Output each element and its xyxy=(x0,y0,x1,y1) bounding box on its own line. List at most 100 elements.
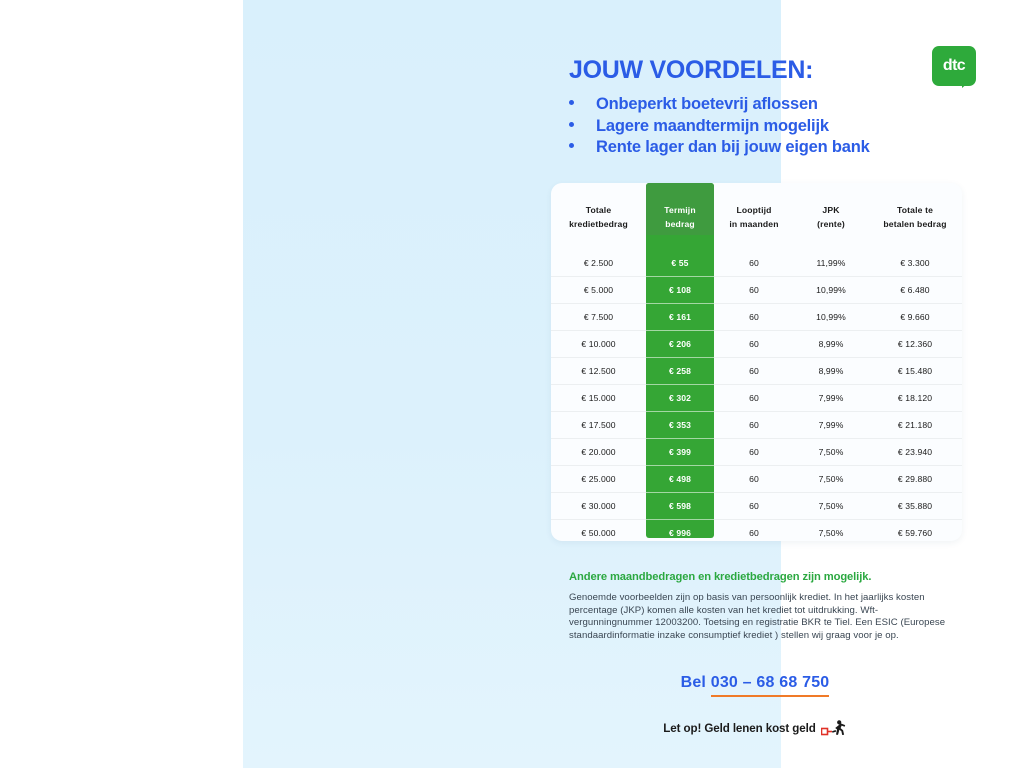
table-row: € 17.500 € 353 60 7,99% € 21.180 xyxy=(551,411,962,439)
credit-warning: Let op! Geld lenen kost geld xyxy=(243,720,1024,736)
table-cell: € 498 xyxy=(646,465,714,493)
table-cell: 7,50% xyxy=(794,492,868,520)
column-header-totale-kredietbedrag: Totale kredietbedrag xyxy=(551,183,646,250)
phone-number[interactable]: 030 – 68 68 750 xyxy=(710,674,830,697)
table-cell: 10,99% xyxy=(794,303,868,331)
list-item: Lagere maandtermijn mogelijk xyxy=(569,116,870,138)
logo-wordmark: dtc xyxy=(942,57,966,74)
bullet-icon xyxy=(569,100,574,105)
benefit-label: Rente lager dan bij jouw eigen bank xyxy=(596,138,870,156)
rates-table: Totale kredietbedrag Termijn bedrag Loop… xyxy=(551,183,962,546)
header-line: betalen bedrag xyxy=(883,218,947,229)
table-cell: € 108 xyxy=(646,276,714,304)
table-cell: € 12.360 xyxy=(868,330,962,358)
header-line: Totale te xyxy=(896,204,934,215)
table-cell: € 353 xyxy=(646,411,714,439)
header-line: bedrag xyxy=(665,218,695,229)
table-cell: € 598 xyxy=(646,492,714,520)
table-row: € 10.000 € 206 60 8,99% € 12.360 xyxy=(551,330,962,358)
header-line: JPK xyxy=(822,204,840,215)
table-cell: 7,50% xyxy=(794,438,868,466)
table-row: € 30.000 € 598 60 7,50% € 35.880 xyxy=(551,492,962,520)
bullet-icon xyxy=(569,121,574,127)
table-cell: € 29.880 xyxy=(868,465,962,493)
table-cell: 10,99% xyxy=(794,276,868,304)
table-row: € 25.000 € 498 60 7,50% € 29.880 xyxy=(551,465,962,493)
phone-cta[interactable]: Bel 030 – 68 68 750 xyxy=(243,674,1024,697)
header-line: kredietbedrag xyxy=(569,218,628,229)
page-title: JOUW VOORDELEN: xyxy=(569,56,814,84)
logo-bubble-tail xyxy=(962,77,975,88)
table-cell: € 399 xyxy=(646,438,714,466)
note-title: Andere maandbedragen en kredietbedragen … xyxy=(569,571,872,583)
table-cell: € 302 xyxy=(646,384,714,412)
table-cell: 60 xyxy=(714,303,794,331)
phone-prefix: Bel xyxy=(680,674,711,691)
termijn-column-header-highlight xyxy=(646,183,714,235)
table-cell: € 17.500 xyxy=(551,411,646,439)
table-cell: € 23.940 xyxy=(868,438,962,466)
table-cell: 60 xyxy=(714,330,794,358)
table-cell: 60 xyxy=(714,492,794,520)
table-cell: 60 xyxy=(714,519,794,546)
header-line: in maanden xyxy=(729,218,779,229)
table-cell: € 10.000 xyxy=(551,330,646,358)
table-cell: 60 xyxy=(714,411,794,439)
header-line: Totale xyxy=(585,204,612,215)
table-cell: 60 xyxy=(714,276,794,304)
table-cell: € 12.500 xyxy=(551,357,646,385)
table-cell: € 35.880 xyxy=(868,492,962,520)
table-cell: € 9.660 xyxy=(868,303,962,331)
table-cell: 7,99% xyxy=(794,411,868,439)
table-cell: € 5.000 xyxy=(551,276,646,304)
table-cell: € 206 xyxy=(646,330,714,358)
table-cell: € 2.500 xyxy=(583,258,614,268)
table-cell: € 21.180 xyxy=(868,411,962,439)
table-cell: 8,99% xyxy=(794,330,868,358)
table-cell: € 15.000 xyxy=(551,384,646,412)
table-cell: 60 xyxy=(714,384,794,412)
table-cell: 60 xyxy=(714,357,794,385)
table-header: Totale kredietbedrag Termijn bedrag Loop… xyxy=(551,183,962,250)
table-cell: € 161 xyxy=(646,303,714,331)
table-cell: € 6.480 xyxy=(868,276,962,304)
table-cell: 60 xyxy=(714,438,794,466)
benefits-list: Onbeperkt boetevrij aflossen Lagere maan… xyxy=(569,94,870,159)
table-cell: € 18.120 xyxy=(868,384,962,412)
running-man-debt-icon xyxy=(820,720,847,736)
table-row: € 15.000 € 302 60 7,99% € 18.120 xyxy=(551,384,962,412)
header-line: Looptijd xyxy=(736,204,772,215)
bullet-icon xyxy=(569,143,574,148)
table-cell: 60 xyxy=(714,465,794,493)
content-panel: JOUW VOORDELEN: Onbeperkt boetevrij aflo… xyxy=(243,0,976,768)
table-cell: € 3.300 xyxy=(900,258,930,268)
table-cell: € 25.000 xyxy=(551,465,646,493)
table-row: € 50.000 € 996 60 7,50% € 59.760 xyxy=(551,519,962,546)
note-body: Genoemde voorbeelden zijn op basis van p… xyxy=(569,592,946,641)
table-row: € 7.500 € 161 60 10,99% € 9.660 xyxy=(551,303,962,331)
rates-table-card: Totale kredietbedrag Termijn bedrag Loop… xyxy=(551,183,962,546)
benefit-label: Onbeperkt boetevrij aflossen xyxy=(596,95,818,113)
column-header-totale-te-betalen: Totale te betalen bedrag xyxy=(868,183,962,250)
table-cell: € 20.000 xyxy=(551,438,646,466)
table-row: € 5.000 € 108 60 10,99% € 6.480 xyxy=(551,276,962,304)
table-cell: 8,99% xyxy=(794,357,868,385)
table-cell: € 7.500 xyxy=(551,303,646,331)
table-cell: € 15.480 xyxy=(868,357,962,385)
table-cell: € 50.000 xyxy=(551,519,646,546)
table-cell: € 996 xyxy=(646,519,714,546)
warning-label: Let op! Geld lenen kost geld xyxy=(663,721,816,735)
dtc-logo: dtc xyxy=(932,46,976,88)
column-header-termijn-bedrag: Termijn bedrag xyxy=(646,183,714,250)
list-item: Onbeperkt boetevrij aflossen xyxy=(569,94,870,116)
table-header-row: Totale kredietbedrag Termijn bedrag Loop… xyxy=(551,183,962,250)
list-item: Rente lager dan bij jouw eigen bank xyxy=(569,137,870,159)
header-line: (rente) xyxy=(817,218,845,229)
table-cell: 7,99% xyxy=(794,384,868,412)
table-cell: € 55 xyxy=(671,258,689,268)
column-header-looptijd: Looptijd in maanden xyxy=(714,183,794,250)
table-body: € 2.500 € 55 60 11,99% € 3.300 € 5.000 € 108 60… xyxy=(551,250,962,546)
table-cell: € 59.760 xyxy=(868,519,962,546)
table-row: € 12.500 € 258 60 8,99% € 15.480 xyxy=(551,357,962,385)
